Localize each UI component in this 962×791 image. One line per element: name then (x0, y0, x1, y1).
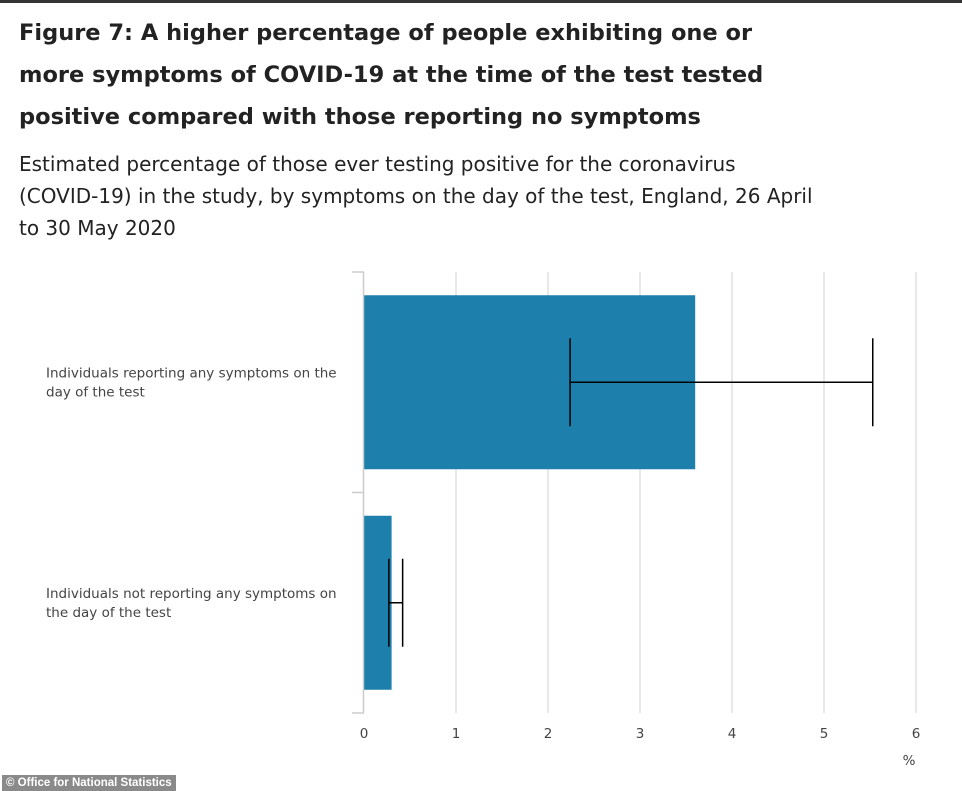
x-tick-label: 3 (636, 726, 645, 742)
error-bars (388, 338, 874, 647)
top-rule (0, 0, 962, 3)
x-tick-label: 2 (544, 726, 553, 742)
category-label: day of the test (46, 384, 145, 400)
category-label: Individuals not reporting any symptoms o… (46, 586, 337, 602)
chart-subtitle: Estimated percentage of those ever testi… (19, 152, 813, 240)
category-labels: Individuals reporting any symptoms on th… (46, 365, 337, 621)
x-tick-label: 6 (912, 726, 921, 742)
chart-title: Figure 7: A higher percentage of people … (19, 20, 764, 130)
bar-chart: Individuals reporting any symptoms on th… (46, 271, 921, 769)
x-unit-label: % (903, 753, 916, 769)
category-axis (352, 271, 365, 714)
x-tick-labels: 0 1 2 3 4 5 6 (360, 726, 921, 742)
bar (364, 515, 392, 690)
x-tick-label: 4 (728, 726, 737, 742)
category-label: the day of the test (46, 605, 171, 621)
source-credit: © Office for National Statistics (2, 775, 176, 791)
x-tick-label: 5 (820, 726, 829, 742)
bars (364, 295, 696, 690)
x-tick-label: 1 (452, 726, 461, 742)
x-tick-label: 0 (360, 726, 369, 742)
category-label: Individuals reporting any symptoms on th… (46, 365, 337, 381)
